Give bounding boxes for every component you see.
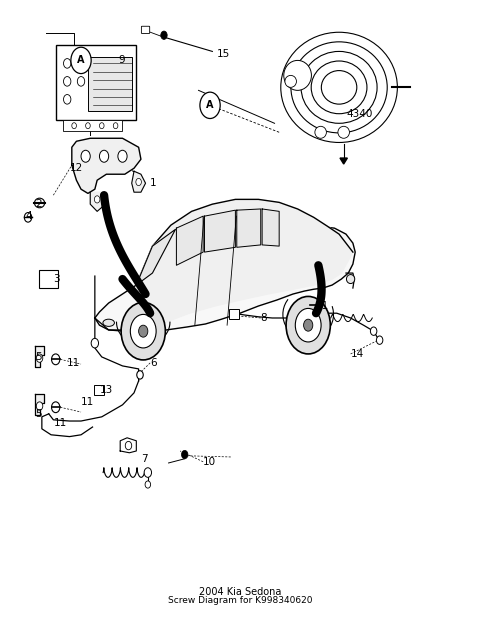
- Polygon shape: [136, 200, 353, 329]
- Text: 11: 11: [81, 397, 94, 407]
- Circle shape: [24, 213, 32, 222]
- Text: 6: 6: [150, 358, 157, 368]
- Circle shape: [99, 123, 104, 129]
- Text: 3: 3: [53, 274, 60, 284]
- Text: 13: 13: [99, 385, 113, 395]
- Text: 1: 1: [150, 178, 157, 188]
- Text: 12: 12: [70, 163, 83, 173]
- Polygon shape: [204, 210, 235, 252]
- Circle shape: [51, 402, 60, 412]
- Polygon shape: [237, 209, 261, 247]
- Circle shape: [113, 123, 118, 129]
- Text: 7: 7: [141, 454, 147, 464]
- FancyBboxPatch shape: [95, 385, 104, 394]
- FancyBboxPatch shape: [142, 26, 150, 34]
- FancyBboxPatch shape: [38, 270, 58, 288]
- Text: 11: 11: [67, 358, 81, 368]
- Text: 11: 11: [53, 418, 67, 428]
- Text: 5: 5: [35, 352, 42, 362]
- Circle shape: [376, 336, 383, 344]
- Polygon shape: [95, 227, 355, 331]
- Text: A: A: [77, 56, 85, 66]
- Circle shape: [72, 123, 76, 129]
- Ellipse shape: [315, 126, 326, 139]
- Circle shape: [36, 354, 43, 363]
- Circle shape: [51, 354, 60, 364]
- Circle shape: [91, 338, 98, 348]
- Text: 14: 14: [350, 349, 364, 359]
- Circle shape: [81, 150, 90, 162]
- Circle shape: [139, 325, 148, 337]
- Ellipse shape: [338, 126, 349, 139]
- Polygon shape: [35, 394, 44, 415]
- Circle shape: [95, 196, 100, 203]
- Text: 8: 8: [261, 313, 267, 323]
- Polygon shape: [136, 230, 176, 285]
- Ellipse shape: [284, 61, 312, 90]
- Circle shape: [161, 31, 167, 39]
- Circle shape: [303, 319, 313, 331]
- Text: 4340: 4340: [346, 109, 372, 119]
- Text: 2004 Kia Sedona: 2004 Kia Sedona: [199, 587, 281, 597]
- Circle shape: [63, 95, 71, 104]
- Text: 11: 11: [316, 301, 329, 311]
- Ellipse shape: [285, 76, 297, 87]
- Text: A: A: [206, 100, 214, 110]
- FancyBboxPatch shape: [229, 309, 239, 319]
- Ellipse shape: [103, 319, 114, 326]
- Ellipse shape: [347, 275, 355, 283]
- Circle shape: [371, 327, 377, 335]
- Circle shape: [200, 92, 220, 119]
- Text: 4: 4: [26, 211, 32, 221]
- Circle shape: [131, 314, 156, 348]
- Polygon shape: [72, 139, 141, 193]
- Polygon shape: [90, 192, 104, 212]
- Polygon shape: [262, 209, 279, 246]
- Circle shape: [137, 371, 143, 379]
- Bar: [88, 57, 132, 111]
- Polygon shape: [340, 158, 348, 164]
- Text: 10: 10: [203, 457, 216, 467]
- Circle shape: [310, 300, 318, 310]
- Polygon shape: [35, 346, 44, 367]
- Polygon shape: [132, 171, 145, 192]
- Text: 5: 5: [35, 409, 42, 419]
- Ellipse shape: [35, 198, 45, 208]
- Circle shape: [99, 150, 108, 162]
- Circle shape: [181, 451, 188, 459]
- Circle shape: [144, 468, 152, 477]
- Circle shape: [63, 59, 71, 68]
- Polygon shape: [177, 216, 203, 265]
- Circle shape: [63, 77, 71, 86]
- Circle shape: [71, 47, 91, 74]
- Circle shape: [121, 303, 165, 360]
- Circle shape: [286, 296, 330, 354]
- Circle shape: [77, 77, 84, 86]
- Circle shape: [85, 123, 90, 129]
- Circle shape: [36, 402, 43, 410]
- Circle shape: [145, 481, 151, 488]
- Bar: [56, 46, 136, 120]
- Circle shape: [295, 308, 321, 342]
- Circle shape: [125, 441, 132, 450]
- Bar: [62, 120, 122, 131]
- Text: 2: 2: [35, 199, 42, 209]
- Circle shape: [118, 150, 127, 162]
- Text: 9: 9: [118, 56, 124, 66]
- Text: Screw Diagram for K998340620: Screw Diagram for K998340620: [168, 597, 312, 605]
- Text: 15: 15: [217, 49, 230, 59]
- Circle shape: [136, 178, 142, 185]
